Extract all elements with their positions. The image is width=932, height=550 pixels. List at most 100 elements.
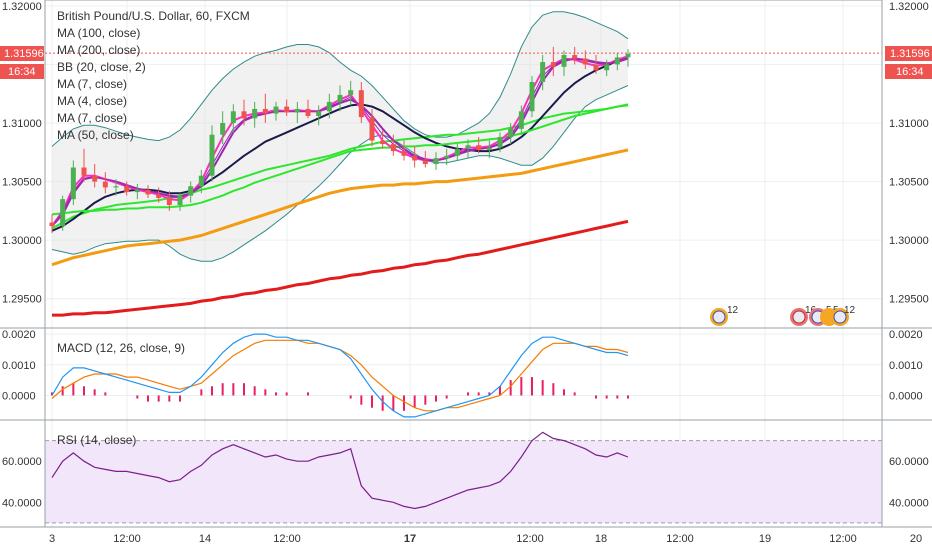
time-badge-right-bg (885, 64, 932, 79)
macd-tick-left: 0.0020 (2, 329, 36, 341)
x-tick-label: 20 (910, 533, 922, 545)
y-tick-label-right: 1.30000 (889, 235, 929, 247)
candle-body (614, 57, 620, 65)
y-tick-label-left: 1.30000 (2, 235, 42, 247)
x-tick-label: 12:00 (273, 533, 301, 545)
candle-body (124, 186, 130, 193)
candle-body (188, 186, 194, 196)
candle-body (220, 123, 226, 135)
candle-body (625, 53, 631, 58)
ma-200-line (51, 148, 629, 267)
rsi-tick-left: 40.0000 (2, 497, 42, 509)
indicator-bb[interactable]: BB (20, close, 2) (57, 60, 146, 74)
x-tick-label: 17 (404, 533, 416, 545)
panel-frames (0, 0, 932, 528)
candle-body (305, 108, 311, 116)
x-tick-label: 3 (49, 533, 55, 545)
candle-body (369, 117, 375, 141)
indicator-ma4[interactable]: MA (4, close) (57, 94, 127, 108)
candle-body (486, 147, 492, 150)
candle-body (518, 111, 524, 129)
indicator-ma50[interactable]: MA (50, close) (57, 128, 134, 142)
indicator-ma7[interactable]: MA (7, close) (57, 77, 127, 91)
candle-body (401, 151, 407, 156)
candle-body (508, 128, 514, 138)
y-tick-label-right: 1.32000 (889, 1, 929, 13)
x-tick-label: 12:00 (516, 533, 544, 545)
price-badge-right-bg (885, 46, 932, 61)
price-badge-left-bg (0, 46, 44, 61)
price-badge-left: 1.31596 (4, 48, 44, 60)
indicator-ma7-b[interactable]: MA (7, close) (57, 111, 127, 125)
us-flag-icon (712, 310, 726, 324)
time-badge-left-bg (0, 64, 44, 79)
y-tick-label-right: 1.31000 (889, 118, 929, 130)
candle-body (497, 137, 503, 148)
price-badges: 1.31596 16:34 1.31596 16:34 (0, 46, 932, 79)
candle-body (444, 155, 450, 159)
chart-title: British Pound/U.S. Dollar, 60, FXCM (57, 9, 250, 23)
candle-body (252, 108, 258, 119)
candle-body (337, 94, 343, 102)
price-badge-right: 1.31596 (890, 48, 930, 60)
ma-100-line (51, 104, 629, 230)
economic-events[interactable]: 12 16 5 5 12 (710, 305, 856, 326)
indicator-ma100[interactable]: MA (100, close) (57, 26, 140, 40)
candle-body (604, 64, 610, 71)
candle-body (70, 167, 76, 200)
indicator-ma200[interactable]: MA (200, close) (57, 43, 140, 57)
rsi-line (51, 431, 629, 510)
candle-body (316, 111, 322, 116)
candle-body (156, 194, 162, 198)
macd-tick-left: 0.0010 (2, 360, 36, 372)
candle-body (412, 155, 418, 161)
candle-body (572, 55, 578, 59)
time-badge-right: 16:34 (896, 66, 924, 78)
candle-body (113, 186, 119, 188)
bb-fill (52, 11, 628, 262)
candle-body (145, 189, 151, 195)
event-count-2: 16 (805, 305, 817, 316)
candle-body (540, 62, 546, 82)
y-tick-label-right: 1.30500 (889, 177, 929, 189)
macd-tick-right: 0.0020 (889, 329, 923, 341)
rsi-tick-right: 40.0000 (889, 497, 929, 509)
ma-red-line (52, 219, 629, 317)
candle-body (593, 64, 599, 71)
candle-body (454, 148, 460, 156)
time-badge-left: 16:34 (8, 66, 36, 78)
candle-body (582, 58, 588, 65)
rsi-band (45, 440, 882, 523)
macd-legend[interactable]: MACD (12, 26, close, 9) (57, 341, 185, 355)
candle-body (60, 199, 66, 227)
candle-body (209, 134, 215, 176)
macd-tick-right: 0.0010 (889, 360, 923, 372)
main-legend: British Pound/U.S. Dollar, 60, FXCM MA (… (57, 9, 250, 142)
candle-body (358, 90, 364, 118)
x-tick-label: 19 (759, 533, 771, 545)
candle-body (476, 145, 482, 150)
candle-body (284, 106, 290, 113)
macd-line (51, 333, 629, 418)
bollinger-bands (51, 11, 629, 262)
us-flag-icon (833, 310, 847, 324)
candle-body (230, 111, 236, 123)
candle-body (561, 55, 567, 67)
candle-body (262, 108, 268, 114)
candle-body (348, 90, 354, 95)
bb-lower-line (51, 85, 629, 262)
y-tick-label-right: 1.29500 (889, 294, 929, 306)
x-tick-label: 14 (199, 533, 211, 545)
rsi-tick-left: 60.0000 (2, 456, 42, 468)
candle-body (380, 140, 386, 145)
macd-panel (51, 333, 629, 418)
y-tick-label-left: 1.32000 (2, 1, 42, 13)
candle-body (81, 167, 87, 176)
candle-body (198, 175, 204, 187)
x-tick-label: 12:00 (829, 533, 857, 545)
candle-body (177, 195, 183, 205)
rsi-legend[interactable]: RSI (14, close) (57, 433, 136, 447)
